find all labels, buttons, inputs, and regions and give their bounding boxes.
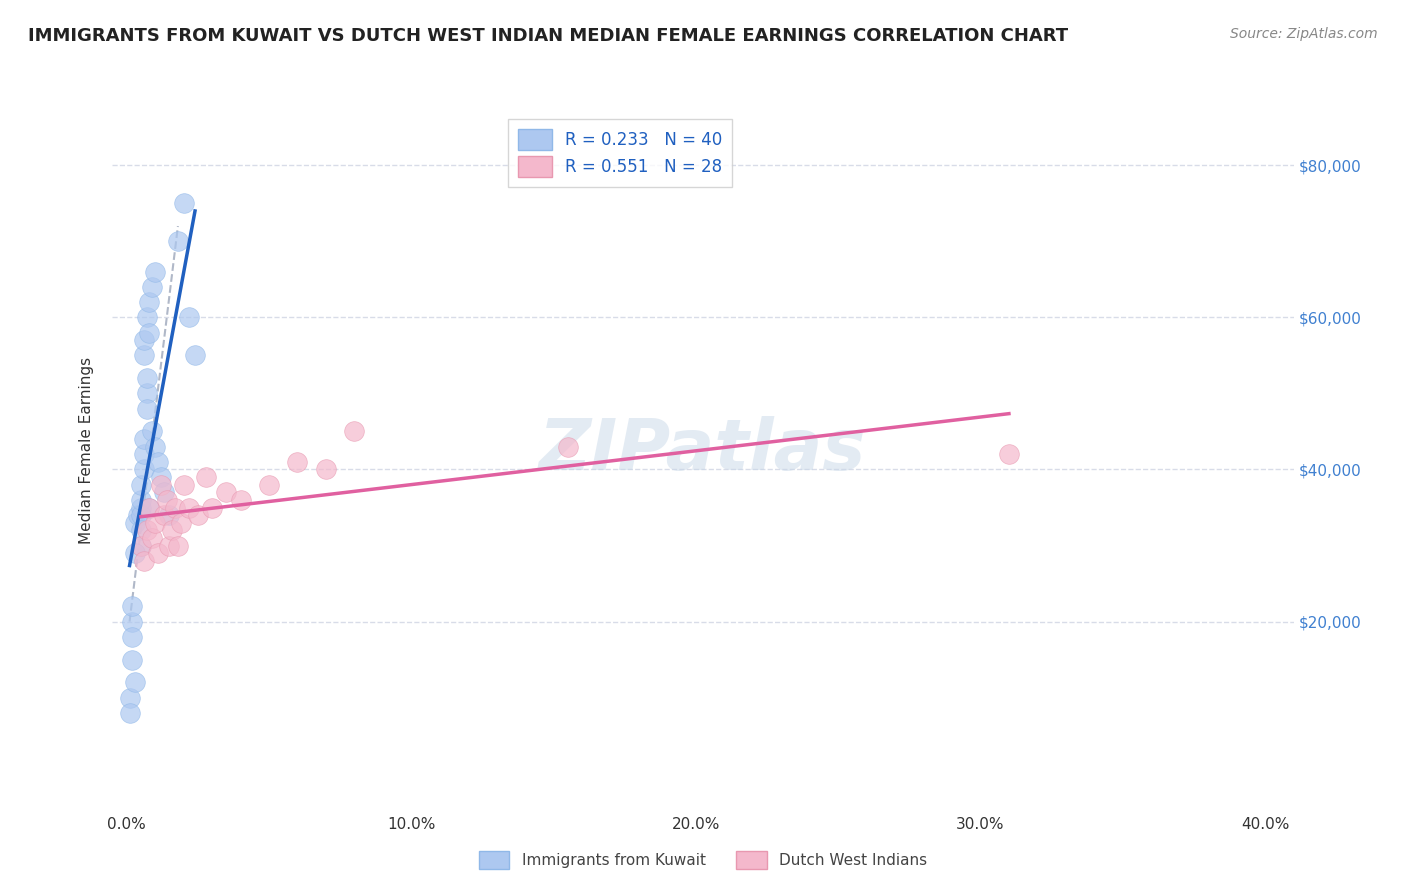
Kuwait — [129, 500, 152, 515]
Kuwait — [184, 348, 207, 362]
Kuwait — [149, 470, 172, 484]
Dutch West Indians — [173, 477, 195, 491]
Kuwait — [129, 524, 152, 538]
Kuwait — [135, 386, 157, 401]
Text: IMMIGRANTS FROM KUWAIT VS DUTCH WEST INDIAN MEDIAN FEMALE EARNINGS CORRELATION C: IMMIGRANTS FROM KUWAIT VS DUTCH WEST IND… — [28, 27, 1069, 45]
Dutch West Indians — [229, 492, 252, 507]
Kuwait — [124, 546, 146, 560]
Dutch West Indians — [557, 440, 579, 454]
Dutch West Indians — [170, 516, 193, 530]
Kuwait — [135, 371, 157, 385]
Kuwait — [141, 425, 163, 439]
Legend: R = 0.233   N = 40, R = 0.551   N = 28: R = 0.233 N = 40, R = 0.551 N = 28 — [509, 120, 733, 186]
Kuwait — [157, 508, 180, 522]
Dutch West Indians — [141, 531, 163, 545]
Dutch West Indians — [135, 524, 157, 538]
Kuwait — [118, 706, 141, 720]
Dutch West Indians — [149, 477, 172, 491]
Kuwait — [143, 440, 166, 454]
Kuwait — [179, 310, 201, 325]
Dutch West Indians — [998, 447, 1021, 461]
Kuwait — [138, 326, 160, 340]
Dutch West Indians — [343, 425, 366, 439]
Text: Source: ZipAtlas.com: Source: ZipAtlas.com — [1230, 27, 1378, 41]
Kuwait — [138, 295, 160, 310]
Dutch West Indians — [287, 455, 309, 469]
Dutch West Indians — [132, 554, 155, 568]
Kuwait — [132, 462, 155, 476]
Kuwait — [138, 500, 160, 515]
Kuwait — [124, 675, 146, 690]
Kuwait — [124, 516, 146, 530]
Dutch West Indians — [157, 539, 180, 553]
Kuwait — [121, 630, 143, 644]
Kuwait — [129, 539, 152, 553]
Kuwait — [129, 492, 152, 507]
Y-axis label: Median Female Earnings: Median Female Earnings — [79, 357, 94, 544]
Dutch West Indians — [162, 524, 184, 538]
Dutch West Indians — [143, 516, 166, 530]
Kuwait — [141, 280, 163, 294]
Kuwait — [121, 615, 143, 629]
Dutch West Indians — [187, 508, 209, 522]
Kuwait — [152, 485, 174, 500]
Dutch West Indians — [257, 477, 280, 491]
Kuwait — [129, 477, 152, 491]
Dutch West Indians — [201, 500, 224, 515]
Dutch West Indians — [146, 546, 169, 560]
Dutch West Indians — [129, 539, 152, 553]
Dutch West Indians — [215, 485, 238, 500]
Text: ZIPatlas: ZIPatlas — [540, 416, 866, 485]
Kuwait — [132, 432, 155, 446]
Kuwait — [127, 508, 149, 522]
Kuwait — [132, 333, 155, 347]
Dutch West Indians — [167, 539, 190, 553]
Kuwait — [132, 447, 155, 461]
Kuwait — [118, 690, 141, 705]
Legend: Immigrants from Kuwait, Dutch West Indians: Immigrants from Kuwait, Dutch West India… — [472, 845, 934, 875]
Dutch West Indians — [152, 508, 174, 522]
Kuwait — [132, 348, 155, 362]
Kuwait — [146, 455, 169, 469]
Kuwait — [135, 310, 157, 325]
Dutch West Indians — [179, 500, 201, 515]
Kuwait — [167, 235, 190, 249]
Kuwait — [121, 599, 143, 614]
Kuwait — [121, 652, 143, 666]
Kuwait — [173, 196, 195, 211]
Kuwait — [135, 401, 157, 416]
Dutch West Indians — [155, 492, 177, 507]
Dutch West Indians — [195, 470, 218, 484]
Dutch West Indians — [165, 500, 187, 515]
Dutch West Indians — [315, 462, 337, 476]
Dutch West Indians — [138, 500, 160, 515]
Kuwait — [129, 508, 152, 522]
Kuwait — [143, 265, 166, 279]
